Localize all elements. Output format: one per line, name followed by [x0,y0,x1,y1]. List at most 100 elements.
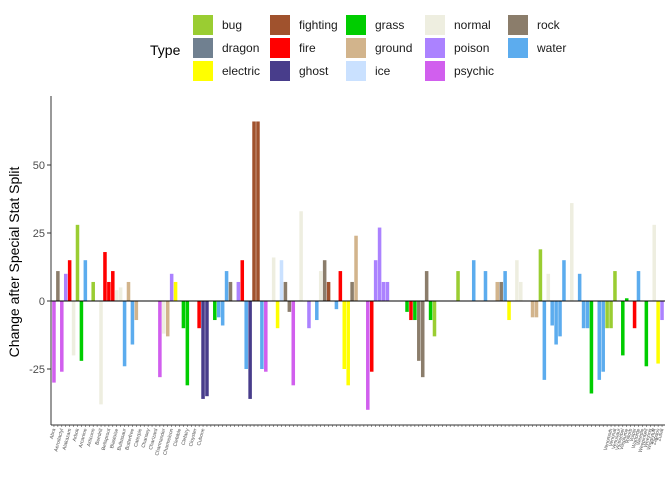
x-tick-label: Vileplume [619,428,631,451]
legend-swatch-rock [508,15,528,35]
bar-ghost [201,301,205,399]
bar-ground [126,281,131,301]
y-tick-label: -25 [29,364,45,376]
bar-rock [322,260,327,301]
bar-rock [417,301,421,361]
legend-item-dragon: dragon [193,38,259,58]
legend-label-poison: poison [454,41,489,55]
x-tick-label: Charizard [148,428,159,451]
legend-swatch-normal [425,15,445,35]
x-axis: AbraAerodactylAlakazamArbokArcanineArtic… [49,424,666,456]
x-tick-label: Weedle [636,428,646,446]
bar-poison [385,281,390,301]
bar-grass [589,301,594,394]
bar-water [244,301,248,369]
bar-grass [621,301,625,356]
legend-item-poison: poison [425,38,489,58]
legend-item-electric: electric [193,61,260,81]
bar-psychic [158,301,162,378]
bar-ice [279,260,284,301]
bar-normal [318,271,323,301]
x-tick-label: Cloyster [188,428,199,448]
bar-water [216,301,221,318]
bar-normal [570,203,574,301]
bar-fire [103,252,107,301]
bar-psychic [60,301,64,372]
legend: Type bug dragon electric fighting fire ghost gr… [150,15,566,81]
bar-fighting [256,121,260,301]
bar-poison [381,281,386,301]
bar-poison [169,273,174,301]
bar-normal [162,301,166,334]
y-axis-title: Change after Special Stat Split [6,167,22,358]
bar-bug [91,281,95,301]
legend-label-fire: fire [299,41,316,55]
bar-normal [99,301,103,405]
bar-water [122,301,127,367]
bar-water [577,273,582,301]
x-tick-label: Venomoth [603,428,615,452]
bar-water [558,301,562,337]
legend-swatch-dragon [193,38,213,58]
bar-fire [369,301,374,372]
bar-normal [71,301,76,356]
plot-area [51,121,665,410]
bar-ground [530,301,535,318]
bar-bug [613,271,617,301]
bar-bug [75,224,80,301]
bar-bug [605,301,609,329]
bar-normal [118,287,123,301]
bar-bug [538,249,543,301]
bar-normal [546,273,551,301]
bar-psychic [366,301,370,410]
bar-grass [181,301,186,329]
bar-water [224,271,229,301]
legend-item-fire: fire [270,38,316,58]
bar-water [542,301,547,380]
bar-rock [499,281,503,301]
bar-poison [307,301,311,329]
bar-bug [609,301,613,329]
legend-label-psychic: psychic [454,64,494,78]
legend-item-water: water [508,38,566,58]
bar-electric [275,301,280,329]
legend-item-normal: normal [425,15,491,35]
legend-swatch-water [508,38,528,58]
bar-normal [271,257,276,301]
legend-title: Type [150,42,181,58]
x-tick-label: Clefairy [181,427,191,445]
x-tick-label: Victreebel [615,428,627,451]
legend-item-ground: ground [346,38,412,58]
bar-bug [456,271,460,301]
legend-swatch-fire [270,38,290,58]
bar-water [483,271,488,301]
bar-normal [519,281,523,301]
bar-grass [624,298,629,301]
x-tick-label: Alakazam [62,428,73,451]
bar-fire [632,301,637,329]
bar-grass [185,301,190,386]
legend-label-water: water [536,41,566,55]
bar-electric [173,281,178,301]
bar-water [636,271,641,301]
bar-rock [283,281,288,301]
y-tick-label: 25 [33,228,45,240]
legend-swatch-grass [346,15,366,35]
x-tick-label: Arcanine [78,428,89,449]
bar-psychic [291,301,296,386]
bar-electric [342,301,347,369]
legend-label-fighting: fighting [299,18,338,32]
x-tick-label: Arbok [72,427,81,442]
bar-fire [338,271,343,301]
bar-ground [534,301,539,318]
bar-grass [79,301,84,361]
bar-poison [63,273,68,301]
legend-item-rock: rock [508,15,561,35]
x-tick-label: Cubone [196,428,206,447]
legend-swatch-poison [425,38,445,58]
x-tick-label: Wigglytuff [646,427,658,450]
legend-label-grass: grass [375,18,404,32]
legend-swatch-ground [346,38,366,58]
bar-bug [432,301,437,337]
